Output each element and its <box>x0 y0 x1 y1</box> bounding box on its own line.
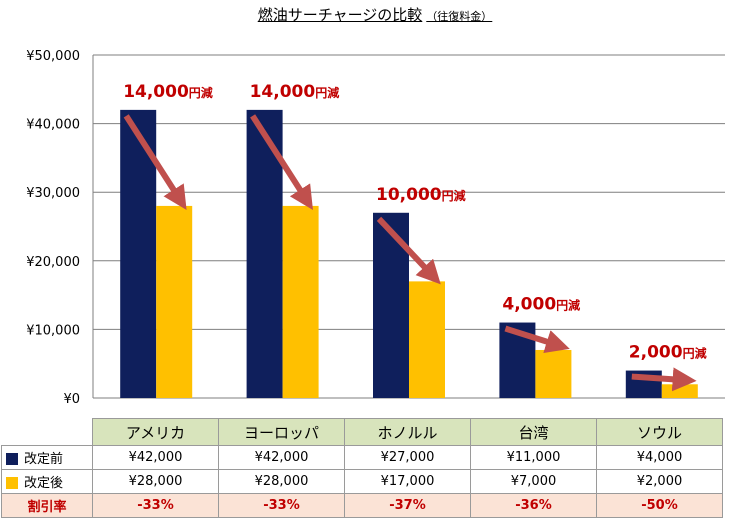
table-cell: ¥11,000 <box>470 445 597 470</box>
legend-swatch-before <box>6 453 18 465</box>
table-header-seoul: ソウル <box>596 418 723 446</box>
y-tick-label: ¥10,000 <box>26 323 80 338</box>
table-row-before: 改定前 ¥42,000 ¥42,000 ¥27,000 ¥11,000 ¥4,0… <box>1 445 723 470</box>
table-cell: ¥2,000 <box>596 469 723 494</box>
reduction-amount: 10,000 <box>376 185 442 205</box>
row-label-after: 改定後 <box>1 469 93 494</box>
chart-title: 燃油サーチャージの比較 <box>257 6 423 24</box>
reduction-arrow <box>250 114 313 211</box>
reduction-suffix: 円減 <box>683 346 707 361</box>
reduction-suffix: 円減 <box>189 85 213 100</box>
rate-cell: -50% <box>596 493 723 518</box>
reduction-arrow <box>631 367 697 392</box>
reduction-label: 14,000円減 <box>250 82 340 102</box>
rate-cell: -33% <box>92 493 219 518</box>
row-label-before: 改定前 <box>1 445 93 470</box>
reduction-label: 4,000円減 <box>502 295 580 315</box>
table-header-honolulu: ホノルル <box>344 418 471 446</box>
table-cell: ¥42,000 <box>92 445 219 470</box>
y-tick-label: ¥40,000 <box>26 118 80 133</box>
row-label-before-text: 改定前 <box>24 452 64 467</box>
rate-cell: -33% <box>218 493 345 518</box>
table-header-america: アメリカ <box>92 418 219 446</box>
reduction-arrow <box>504 325 570 354</box>
y-tick-label: ¥20,000 <box>26 255 80 270</box>
data-table: アメリカ ヨーロッパ ホノルル 台湾 ソウル 改定前 ¥42,000 ¥42,0… <box>1 418 723 518</box>
bar-after <box>156 205 193 398</box>
table-header-europe: ヨーロッパ <box>218 418 345 446</box>
chart-subtitle: （往復料金） <box>426 10 493 23</box>
table-cell: ¥7,000 <box>470 469 597 494</box>
row-label-after-text: 改定後 <box>24 476 64 491</box>
table-cell: ¥28,000 <box>218 469 345 494</box>
reduction-label: 14,000円減 <box>123 82 213 102</box>
legend-swatch-after <box>6 477 18 489</box>
reduction-arrow <box>123 114 187 211</box>
table-cell: ¥28,000 <box>92 469 219 494</box>
bar-after <box>282 205 319 398</box>
chart-title-block: 燃油サーチャージの比較 （往復料金） <box>0 4 750 25</box>
table-corner <box>2 419 93 446</box>
reduction-amount: 14,000 <box>250 82 316 102</box>
reduction-amount: 14,000 <box>123 82 189 102</box>
table-row-after: 改定後 ¥28,000 ¥28,000 ¥17,000 ¥7,000 ¥2,00… <box>1 469 723 494</box>
reduction-suffix: 円減 <box>442 188 466 203</box>
table-cell: ¥42,000 <box>218 445 345 470</box>
reduction-label: 10,000円減 <box>376 185 466 205</box>
reduction-suffix: 円減 <box>315 85 339 100</box>
reduction-arrow <box>376 216 441 285</box>
rate-cell: -37% <box>344 493 471 518</box>
y-tick-label: ¥50,000 <box>26 49 80 64</box>
y-tick-label: ¥0 <box>63 392 80 407</box>
reduction-amount: 2,000 <box>629 343 683 363</box>
reduction-suffix: 円減 <box>556 298 580 313</box>
table-cell: ¥17,000 <box>344 469 471 494</box>
reduction-label: 2,000円減 <box>629 343 707 363</box>
bar-after <box>661 384 698 398</box>
bar-after <box>535 349 572 398</box>
reduction-amount: 4,000 <box>502 295 556 315</box>
rate-cell: -36% <box>470 493 597 518</box>
row-label-rate: 割引率 <box>1 493 93 518</box>
bar-after <box>409 281 445 398</box>
bar-chart: ¥0 ¥10,000 ¥20,000 ¥30,000 ¥40,000 ¥50,000 14,… <box>26 49 725 407</box>
table-cell: ¥4,000 <box>596 445 723 470</box>
table-cell: ¥27,000 <box>344 445 471 470</box>
table-row-discount-rate: 割引率 -33% -33% -37% -36% -50% <box>1 493 723 518</box>
table-header-taiwan: 台湾 <box>470 418 597 446</box>
y-tick-label: ¥30,000 <box>26 186 80 201</box>
